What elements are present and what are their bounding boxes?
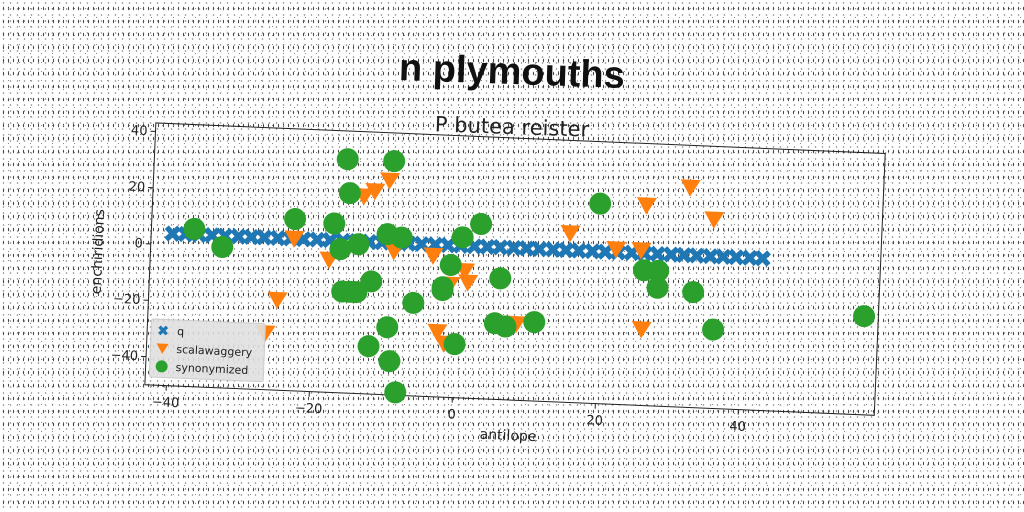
legend: q scalawaggery synonymized <box>148 318 266 383</box>
data-point-synonymized <box>284 208 307 231</box>
data-point-q <box>308 231 326 249</box>
data-point-synonymized <box>646 276 669 299</box>
data-point-synonymized <box>383 150 406 173</box>
y-axis-label: enchiridions <box>89 209 109 295</box>
plot-area-frame <box>144 122 886 416</box>
legend-marker-scalawaggery <box>156 343 169 354</box>
chart-subtitle: P butea reister <box>434 112 589 141</box>
x-axis-label: antilope <box>479 427 536 445</box>
data-point-scalawaggery <box>423 247 444 265</box>
data-point-synonymized <box>376 316 399 339</box>
x-tick-label: 20 <box>586 413 603 429</box>
data-point-q <box>505 239 523 257</box>
data-point-synonymized <box>647 259 670 282</box>
data-point-q <box>479 238 496 256</box>
data-point-q <box>557 241 575 259</box>
data-point-synonymized <box>682 281 705 304</box>
axes-group: −40 −20 0 20 40 −40 −20 0 20 40 antilope enchiri… <box>89 122 886 445</box>
data-point-synonymized <box>323 212 346 235</box>
data-point-synonymized <box>336 148 359 171</box>
data-point-q <box>230 228 247 245</box>
data-point-synonymized <box>443 333 466 356</box>
data-point-q <box>255 229 273 246</box>
data-point-q <box>675 246 693 264</box>
legend-box <box>148 318 266 383</box>
y-tick-label: 40 <box>131 123 148 139</box>
data-point-scalawaggery <box>380 172 401 190</box>
data-point-scalawaggery <box>267 291 288 310</box>
data-point-synonymized <box>451 226 474 249</box>
data-point-scalawaggery <box>680 179 701 197</box>
legend-label: scalawaggery <box>176 343 253 359</box>
data-point-synonymized <box>853 305 876 328</box>
data-point-scalawaggery <box>631 320 652 339</box>
data-point-synonymized <box>211 235 234 258</box>
x-tick-label: −40 <box>152 395 180 411</box>
data-point-synonymized <box>439 254 462 277</box>
y-axis-ticks: −40 −20 0 20 40 <box>110 123 156 364</box>
legend-label: synonymized <box>175 361 248 377</box>
data-point-q <box>269 229 287 247</box>
data-point-synonymized <box>376 223 399 246</box>
data-point-synonymized <box>470 212 493 235</box>
y-tick-label: −20 <box>113 292 141 308</box>
legend-label: q <box>177 325 185 338</box>
data-point-scalawaggery <box>636 197 657 215</box>
data-point-synonymized <box>384 381 407 404</box>
data-point-q <box>596 243 614 261</box>
y-tick-label: 0 <box>134 236 143 251</box>
legend-marker-q <box>158 325 169 336</box>
data-marks <box>164 148 876 404</box>
data-point-synonymized <box>183 217 206 240</box>
data-point-synonymized <box>341 280 364 303</box>
y-tick-label: 20 <box>128 180 145 196</box>
data-point-synonymized <box>523 311 546 334</box>
x-tick-label: 0 <box>447 407 456 422</box>
data-point-q <box>584 242 601 260</box>
data-point-q <box>491 239 509 256</box>
data-point-synonymized <box>357 335 380 358</box>
data-point-q <box>531 240 548 258</box>
y-tick-label: −40 <box>110 348 138 364</box>
data-point-synonymized <box>329 238 352 261</box>
x-tick-label: −20 <box>295 401 323 417</box>
data-point-scalawaggery <box>427 323 448 342</box>
data-point-q <box>714 248 732 266</box>
data-point-q <box>544 241 562 258</box>
data-point-q <box>439 236 457 254</box>
data-point-synonymized <box>702 318 725 341</box>
data-point-synonymized <box>494 315 517 338</box>
data-point-q <box>688 247 706 264</box>
data-point-scalawaggery <box>631 242 652 260</box>
data-point-synonymized <box>402 291 425 314</box>
data-point-q <box>570 242 588 259</box>
data-point-q <box>727 248 745 266</box>
data-point-q <box>702 247 719 265</box>
data-point-synonymized <box>589 192 612 215</box>
x-axis-ticks: −40 −20 0 20 40 <box>152 385 746 435</box>
figure-group: n plymouths P butea reister −40 −20 0 20 40 … <box>89 47 886 445</box>
data-point-synonymized <box>378 350 401 373</box>
legend-marker-synonymized <box>155 360 168 373</box>
data-point-synonymized <box>489 267 512 290</box>
data-point-scalawaggery <box>458 274 479 292</box>
data-point-q <box>649 245 666 263</box>
data-point-scalawaggery <box>704 211 725 229</box>
data-point-synonymized <box>431 279 454 302</box>
data-point-q <box>518 240 535 257</box>
data-point-q <box>741 249 759 267</box>
data-point-scalawaggery <box>365 182 386 201</box>
data-point-q <box>662 246 680 263</box>
data-point-scalawaggery <box>284 230 305 248</box>
data-point-q <box>754 250 771 267</box>
x-tick-label: 40 <box>729 419 746 435</box>
data-point-q <box>243 228 260 246</box>
data-point-q <box>164 225 182 242</box>
data-point-scalawaggery <box>606 240 627 259</box>
data-point-synonymized <box>338 182 361 205</box>
data-point-scalawaggery <box>560 224 581 243</box>
data-point-synonymized <box>347 233 370 256</box>
chart-title: n plymouths <box>398 47 625 97</box>
